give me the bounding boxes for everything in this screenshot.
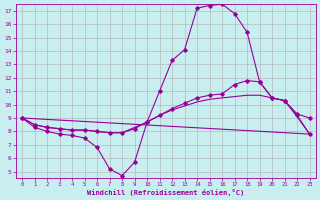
X-axis label: Windchill (Refroidissement éolien,°C): Windchill (Refroidissement éolien,°C) [87, 189, 244, 196]
